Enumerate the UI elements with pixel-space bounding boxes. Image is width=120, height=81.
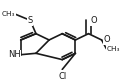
Text: O: O xyxy=(104,35,110,44)
Text: CH₃: CH₃ xyxy=(106,46,120,52)
Text: O: O xyxy=(91,16,97,25)
Text: Cl: Cl xyxy=(58,72,66,81)
Text: CH₃: CH₃ xyxy=(1,11,15,17)
Text: S: S xyxy=(28,16,33,25)
Text: NH: NH xyxy=(8,50,21,59)
